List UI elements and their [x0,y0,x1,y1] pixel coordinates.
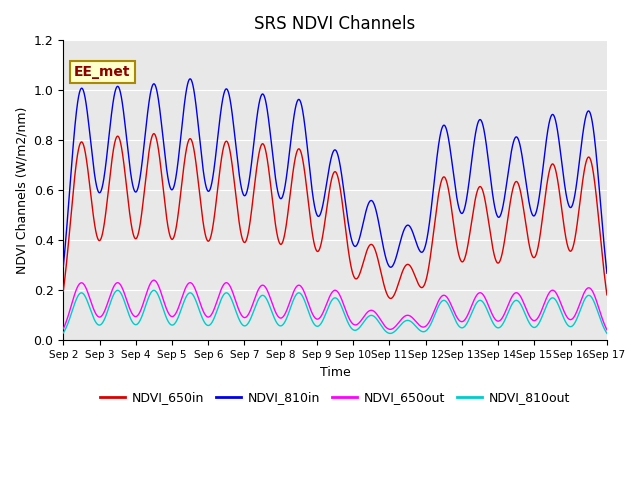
Y-axis label: NDVI Channels (W/m2/nm): NDVI Channels (W/m2/nm) [15,107,28,274]
Legend: NDVI_650in, NDVI_810in, NDVI_650out, NDVI_810out: NDVI_650in, NDVI_810in, NDVI_650out, NDV… [95,386,575,409]
X-axis label: Time: Time [320,366,351,379]
Text: EE_met: EE_met [74,65,131,79]
Title: SRS NDVI Channels: SRS NDVI Channels [255,15,416,33]
